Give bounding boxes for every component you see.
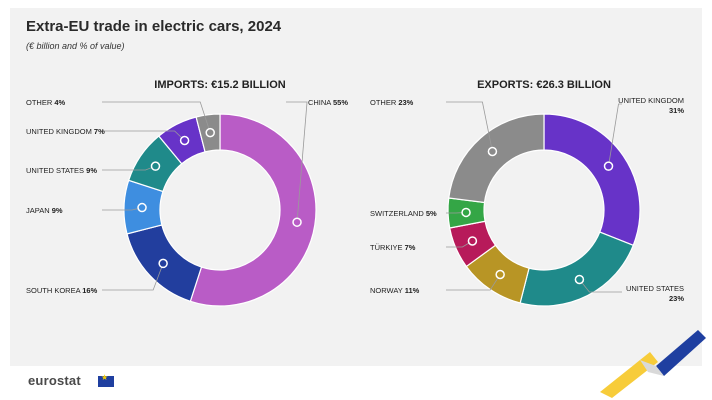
exports-marker-switzerland (461, 207, 471, 218)
imports-marker-other (205, 127, 215, 138)
page-title: Extra-EU trade in electric cars, 2024 (26, 18, 282, 35)
imports-donut: CHINA 55% SOUTH KOREA 16% JAPAN 9% UNITED S… (26, 98, 348, 307)
page-subtitle: (€ billion and % of value) (26, 41, 125, 51)
chevron-yellow-shape (600, 352, 658, 398)
exports-label-norway: NORWAY 11% (370, 286, 420, 295)
imports-marker-united-states (150, 161, 161, 171)
imports-label-united-states: UNITED STATES 9% (26, 166, 97, 175)
exports-slice-united-kingdom (543, 113, 641, 247)
imports-slice-china (189, 113, 317, 307)
exports-leader-line-united-states (579, 279, 622, 293)
imports-marker-united-kingdom (179, 135, 190, 146)
imports-label-china: CHINA 55% (308, 98, 348, 107)
exports-label-turkiye: TÜRKIYE 7% (370, 243, 416, 252)
imports-marker-japan (137, 202, 147, 213)
imports-marker-china (292, 217, 302, 227)
imports-leader-line-other (102, 101, 211, 133)
eurostat-logo: eurostat (28, 373, 81, 388)
exports-slice-united-states (519, 231, 635, 307)
exports-leader-line-united-kingdom (608, 103, 622, 167)
imports-leader-line-south-korea (102, 263, 164, 291)
imports-label-other: OTHER 4% (26, 98, 66, 107)
exports-marker-other (487, 146, 498, 157)
exports-leader-line-norway (446, 274, 501, 291)
exports-marker-united-kingdom (603, 161, 614, 171)
imports-marker-south-korea (158, 258, 168, 269)
exports-donut: UNITED KINGDOM 31% UNITED STATES 23% NORWAY … (370, 96, 684, 307)
corner-chevron-decoration (600, 330, 706, 398)
exports-label-other: OTHER 23% (370, 98, 414, 107)
imports-label-united-kingdom: UNITED KINGDOM 7% (26, 127, 105, 136)
exports-marker-united-states (574, 274, 585, 285)
chevron-grey-shape (640, 360, 664, 376)
imports-chart-title: IMPORTS: €15.2 BILLION (154, 79, 285, 91)
exports-label-united-kingdom: UNITED KINGDOM 31% (618, 96, 684, 115)
eu-flag-icon: ★ (98, 373, 114, 387)
imports-label-south-korea: SOUTH KOREA 16% (26, 286, 98, 295)
exports-leader-line-other (446, 101, 493, 152)
chart-panel (10, 8, 702, 366)
exports-slice-other (448, 113, 545, 204)
imports-label-japan: JAPAN 9% (26, 206, 63, 215)
exports-label-switzerland: SWITZERLAND 5% (370, 209, 437, 218)
exports-marker-turkiye (467, 236, 478, 246)
exports-chart-title: EXPORTS: €26.3 BILLION (477, 79, 611, 91)
exports-label-united-states: UNITED STATES 23% (626, 284, 684, 303)
exports-marker-norway (495, 269, 505, 280)
chevron-blue-shape (656, 330, 706, 376)
imports-leader-line-china (286, 101, 308, 223)
